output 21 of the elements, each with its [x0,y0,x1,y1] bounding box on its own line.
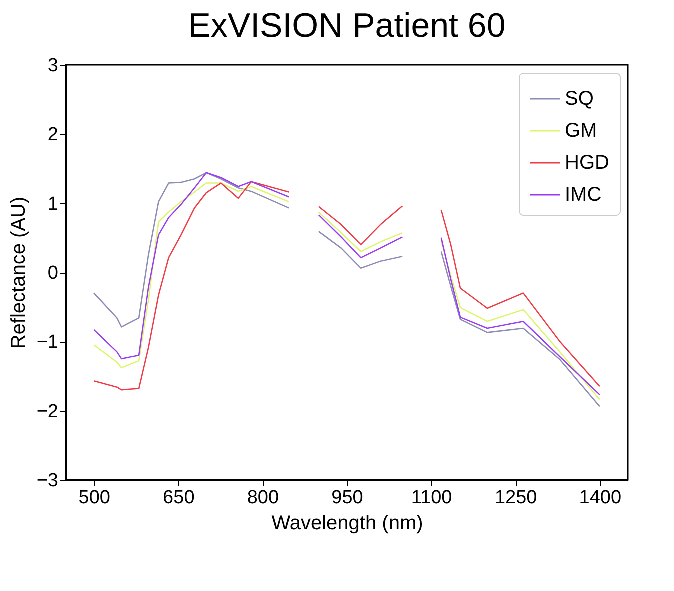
x-axis-title: Wavelength (nm) [272,512,424,534]
legend-label: GM [565,120,598,142]
y-tick-label: −2 [36,401,58,422]
y-tick-label: −1 [36,332,58,354]
y-axis-title: Reflectance (AU) [8,196,30,350]
x-tick-label: 800 [247,488,280,508]
x-tick-label: 1250 [494,488,538,508]
x-tick-label: 950 [332,488,364,508]
y-tick-label: 0 [48,263,58,284]
legend-label: SQ [565,88,594,110]
x-tick-label: 650 [163,488,195,508]
chart-title: ExVISION Patient 60 [188,7,506,45]
y-tick-label: 2 [48,124,58,146]
x-tick-label: 1400 [579,488,622,508]
x-tick-label: 1100 [411,488,452,508]
y-tick-label: 3 [48,56,58,76]
legend-label: HGD [565,152,610,174]
legend-label: IMC [565,184,602,206]
y-tick-label: 1 [48,194,58,215]
x-tick-label: 500 [78,488,110,508]
y-tick-label: −3 [36,470,58,492]
